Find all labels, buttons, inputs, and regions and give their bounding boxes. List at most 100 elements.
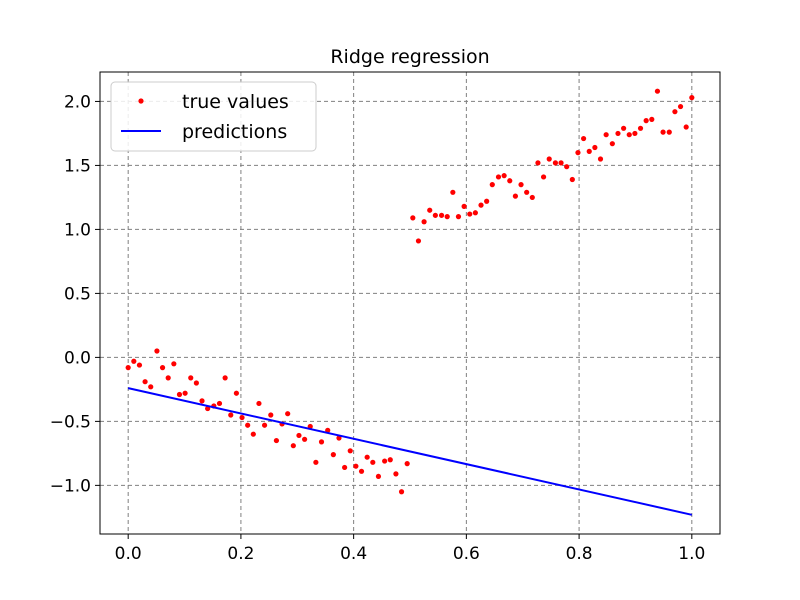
y-tick-label: 1.0 <box>64 220 91 240</box>
true-value-point <box>438 212 445 218</box>
true-value-point <box>507 178 513 184</box>
true-value-point <box>643 118 649 124</box>
grid <box>100 72 720 534</box>
true-value-point <box>382 458 388 464</box>
true-value-point <box>472 210 478 216</box>
true-value-point <box>603 132 609 138</box>
true-value-point <box>615 130 621 137</box>
true-value-point <box>290 443 296 449</box>
true-value-point <box>626 132 632 138</box>
true-value-point <box>501 173 507 179</box>
true-value-point <box>467 211 473 217</box>
true-value-point <box>318 439 325 445</box>
true-value-point <box>450 189 456 195</box>
x-tick-label: 0.6 <box>453 544 480 564</box>
true-value-point <box>421 219 427 225</box>
true-value-point <box>495 174 502 180</box>
legend: true values predictions <box>110 81 317 152</box>
true-value-point <box>632 130 638 137</box>
true-value-point <box>154 348 160 354</box>
legend-label: true values <box>182 91 289 113</box>
true-value-point <box>535 160 541 166</box>
true-value-point <box>404 461 410 467</box>
y-tick-label: −0.5 <box>50 412 91 432</box>
true-value-point <box>296 432 302 439</box>
true-value-point <box>489 182 495 188</box>
true-value-point <box>273 437 280 444</box>
true-value-point <box>256 400 262 407</box>
true-value-point <box>546 156 552 162</box>
true-value-point <box>415 238 422 244</box>
true-value-point <box>518 182 524 188</box>
y-tick-label: 1.5 <box>64 156 91 176</box>
true-value-point <box>364 454 370 460</box>
y-tick-label: −1.0 <box>50 476 91 496</box>
true-value-point <box>387 457 393 463</box>
true-value-point <box>325 427 331 433</box>
true-value-point <box>524 189 530 195</box>
true-value-point <box>512 193 519 199</box>
legend-box <box>110 81 317 152</box>
true-value-point <box>302 436 308 442</box>
true-value-point <box>427 207 433 213</box>
true-value-point <box>216 400 223 407</box>
x-tick-label: 0.0 <box>115 544 142 564</box>
true-value-point <box>461 203 467 209</box>
true-value-point <box>597 156 604 162</box>
true-value-point <box>228 412 234 418</box>
x-tick-label: 0.8 <box>566 544 593 564</box>
y-tick-label: 0.0 <box>64 348 91 368</box>
true-value-point <box>182 390 188 396</box>
true-value-point <box>666 129 672 135</box>
true-value-point <box>159 365 166 371</box>
true-value-point <box>649 116 655 122</box>
chart-title: Ridge regression <box>330 46 489 68</box>
true-value-point <box>569 176 575 183</box>
true-value-point <box>148 384 154 390</box>
true-value-point <box>268 412 274 418</box>
true-value-point <box>581 135 587 142</box>
true-value-point <box>609 141 615 147</box>
true-value-point <box>529 194 535 201</box>
plot-frame <box>99 71 721 535</box>
true-value-point <box>261 422 268 428</box>
true-value-point <box>586 148 592 154</box>
true-value-point <box>564 164 570 170</box>
true-value-point <box>358 468 365 474</box>
true-value-point <box>592 144 598 151</box>
true-value-point <box>171 361 177 367</box>
true-value-point <box>285 411 291 417</box>
axes: 0.0 0.2 0.4 0.6 0.8 1.0 −1.0 −0.5 0.0 0.5 1.0 1.5 2.… <box>50 92 706 564</box>
true-value-point <box>393 471 399 477</box>
true-value-point <box>313 459 319 465</box>
true-value-point <box>575 150 581 156</box>
true-value-point <box>330 452 336 458</box>
true-value-point <box>347 448 353 454</box>
true-value-point <box>683 124 689 130</box>
true-value-point <box>233 390 239 396</box>
y-tick-label: 0.5 <box>64 284 91 304</box>
true-value-point <box>342 464 348 471</box>
true-value-point <box>370 459 376 465</box>
true-value-point <box>552 160 559 166</box>
x-tick-label: 1.0 <box>678 544 705 564</box>
true-value-point <box>239 414 245 421</box>
true-value-point <box>672 109 678 115</box>
true-value-point <box>621 125 627 131</box>
true-value-point <box>637 125 644 131</box>
true-value-point <box>660 129 666 135</box>
predictions-line <box>127 387 693 516</box>
true-value-point <box>410 215 416 221</box>
true-value-point <box>188 375 194 381</box>
true-value-point <box>654 88 661 94</box>
true-value-point <box>353 463 359 469</box>
true-value-point <box>432 212 438 218</box>
true-value-point <box>142 379 148 385</box>
true-value-point <box>444 214 450 220</box>
true-value-point <box>125 365 131 371</box>
true-value-point <box>558 160 564 166</box>
true-value-point <box>131 358 137 364</box>
true-value-point <box>484 198 490 204</box>
legend-label: predictions <box>182 121 287 143</box>
true-value-point <box>136 362 143 368</box>
